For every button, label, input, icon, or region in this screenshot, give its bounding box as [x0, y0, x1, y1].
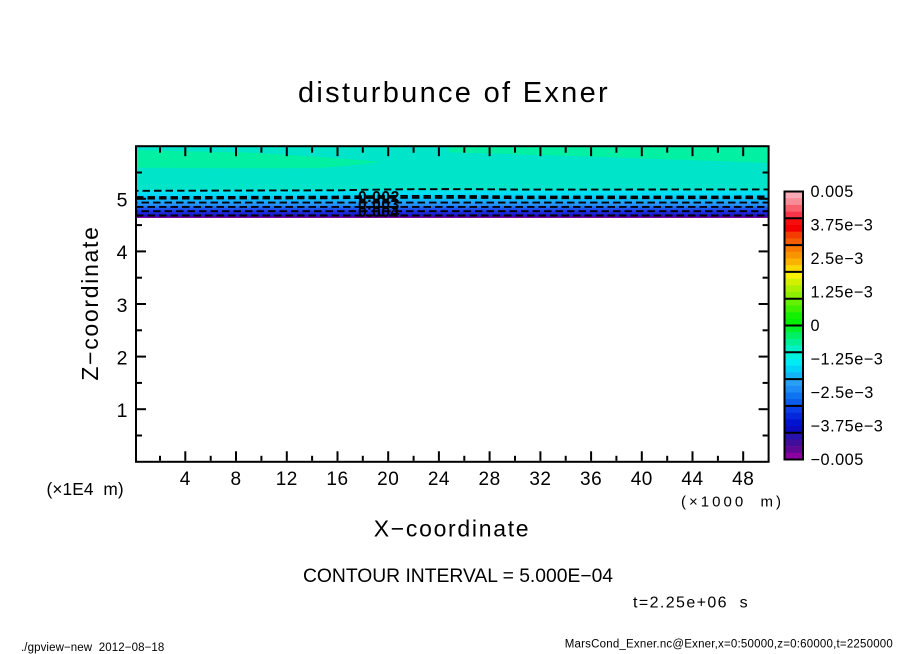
svg-text:4: 4 — [117, 242, 128, 264]
svg-text:20: 20 — [377, 469, 399, 490]
svg-text:./gpview−new 2012−08−18: ./gpview−new 2012−08−18 — [21, 642, 164, 654]
svg-text:0.003: 0.003 — [358, 197, 400, 214]
svg-text:X−coordinate: X−coordinate — [374, 516, 531, 542]
svg-text:CONTOUR INTERVAL = 5.000E−04: CONTOUR INTERVAL = 5.000E−04 — [303, 566, 613, 587]
svg-text:0: 0 — [811, 317, 821, 335]
svg-text:disturbunce of Exner: disturbunce of Exner — [298, 77, 610, 109]
svg-text:0.004: 0.004 — [358, 204, 400, 221]
svg-text:1.25e−3: 1.25e−3 — [811, 284, 874, 302]
svg-text:40: 40 — [631, 469, 653, 490]
svg-text:−3.75e−3: −3.75e−3 — [811, 418, 884, 436]
svg-text:36: 36 — [580, 469, 602, 490]
svg-text:(×1E4 m): (×1E4 m) — [47, 479, 124, 499]
svg-text:8: 8 — [230, 469, 241, 490]
svg-text:48: 48 — [732, 469, 754, 490]
svg-text:−0.005: −0.005 — [811, 451, 864, 469]
svg-text:3.75e−3: 3.75e−3 — [811, 217, 874, 235]
svg-text:2.5e−3: 2.5e−3 — [811, 250, 864, 268]
svg-text:3: 3 — [117, 295, 128, 317]
svg-text:12: 12 — [276, 469, 298, 490]
svg-text:5: 5 — [117, 190, 128, 212]
svg-text:2: 2 — [117, 347, 128, 369]
svg-text:24: 24 — [428, 469, 450, 490]
svg-text:−2.5e−3: −2.5e−3 — [811, 384, 874, 402]
svg-text:−1.25e−3: −1.25e−3 — [811, 351, 884, 369]
svg-text:0.002: 0.002 — [358, 189, 400, 206]
svg-text:4: 4 — [180, 469, 191, 490]
svg-text:1: 1 — [117, 400, 128, 422]
svg-text:16: 16 — [326, 469, 348, 490]
svg-text:28: 28 — [479, 469, 501, 490]
svg-text:32: 32 — [529, 469, 551, 490]
svg-text:44: 44 — [681, 469, 703, 490]
svg-text:MarsCond_Exner.nc@Exner,x=0:50: MarsCond_Exner.nc@Exner,x=0:50000,z=0:60… — [565, 639, 893, 651]
svg-text:0.005: 0.005 — [811, 183, 854, 201]
svg-text:(×1000 m): (×1000 m) — [681, 494, 784, 511]
svg-text:t=2.25e+06 s: t=2.25e+06 s — [633, 595, 749, 612]
svg-text:Z−coordinate: Z−coordinate — [77, 225, 103, 380]
